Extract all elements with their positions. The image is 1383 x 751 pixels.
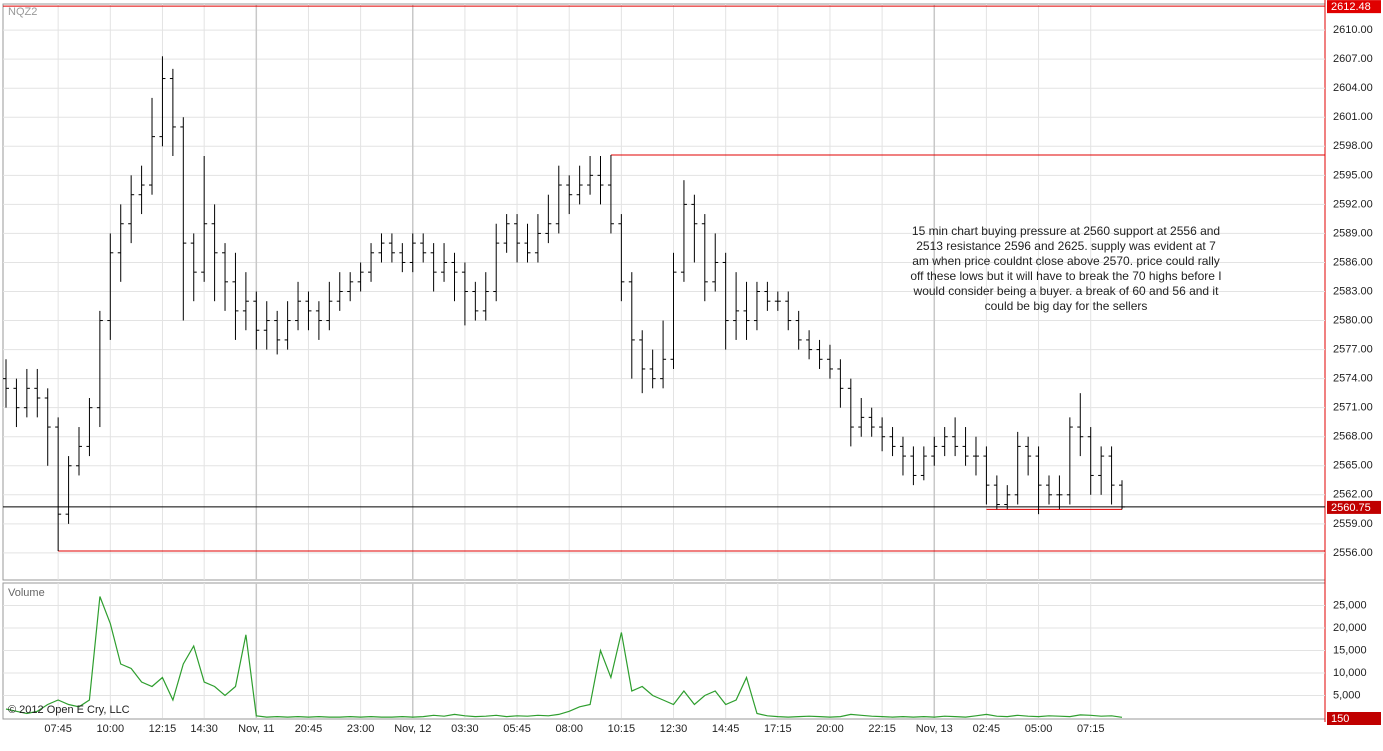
x-tick-label: 12:15: [149, 723, 177, 735]
y-tick-label: 2583.00: [1333, 285, 1373, 297]
x-tick-label: 14:30: [190, 723, 218, 735]
volume-tick-label: 20,000: [1333, 622, 1367, 634]
x-tick-label: 08:00: [555, 723, 583, 735]
volume-tick-label: 15,000: [1333, 644, 1367, 656]
x-tick-label: 17:15: [764, 723, 792, 735]
volume-label: Volume: [8, 587, 45, 599]
y-tick-label: 2592.00: [1333, 198, 1373, 210]
x-tick-label: 20:00: [816, 723, 844, 735]
x-tick-label: Nov, 11: [238, 723, 274, 735]
y-tick-label: 2610.00: [1333, 24, 1373, 36]
x-tick-label: 10:15: [608, 723, 636, 735]
y-tick-label: 2595.00: [1333, 169, 1373, 181]
x-tick-label: 05:45: [503, 723, 531, 735]
y-tick-label: 2580.00: [1333, 314, 1373, 326]
x-tick-label: 10:00: [97, 723, 125, 735]
x-tick-label: 14:45: [712, 723, 740, 735]
y-tick-label: 2598.00: [1333, 140, 1373, 152]
level-value: 2612.48: [1331, 1, 1371, 13]
symbol: NQZ2: [8, 6, 37, 18]
x-tick-label: Nov, 12: [394, 723, 431, 735]
x-tick-label: 05:00: [1025, 723, 1053, 735]
y-tick-label: 2565.00: [1333, 460, 1373, 472]
level-box: [1327, 0, 1381, 14]
y-tick-label: 2586.00: [1333, 256, 1373, 268]
x-tick-label: 03:30: [451, 723, 479, 735]
annotation-line: 15 min chart buying pressure at 2560 sup…: [912, 224, 1220, 238]
y-tick-label: 2604.00: [1333, 82, 1373, 94]
grid: [3, 4, 1325, 718]
x-tick-label: Nov, 13: [916, 723, 953, 735]
annotation-line: could be big day for the sellers: [985, 299, 1148, 313]
annotation-line: am when price couldnt close above 2570. …: [912, 254, 1220, 268]
y-tick-label: 2601.00: [1333, 111, 1373, 123]
x-tick-label: 23:00: [347, 723, 375, 735]
volume-tick-label: 10,000: [1333, 667, 1367, 679]
annotation-line: would consider being a buyer. a break of…: [913, 284, 1220, 298]
copyright: © 2012 Open E Cry, LLC: [8, 704, 130, 716]
x-tick-label: 07:45: [44, 723, 72, 735]
y-tick-label: 2559.00: [1333, 518, 1373, 530]
volume-line: [5, 596, 1123, 718]
marks: [3, 5, 1325, 718]
y-tick-label: 2607.00: [1333, 53, 1373, 65]
volume-tick-label: 5,000: [1333, 689, 1361, 701]
x-tick-label: 07:15: [1077, 723, 1105, 735]
x-tick-label: 20:45: [295, 723, 323, 735]
annotation-line: 2513 resistance 2596 and 2625. supply wa…: [916, 239, 1216, 253]
y-tick-label: 2574.00: [1333, 373, 1373, 385]
y-tick-label: 2562.00: [1333, 489, 1373, 501]
x-tick-label: 12:30: [660, 723, 688, 735]
last-price-box: [1327, 500, 1381, 514]
y-tick-label: 2556.00: [1333, 547, 1373, 559]
x-tick-label: 22:15: [868, 723, 896, 735]
annotation-line: off these lows but it will have to break…: [910, 269, 1221, 283]
last-volume: 150: [1331, 713, 1349, 725]
y-tick-label: 2589.00: [1333, 227, 1373, 239]
x-tick-label: 02:45: [973, 723, 1001, 735]
volume-tick-label: 25,000: [1333, 599, 1367, 611]
y-tick-label: 2568.00: [1333, 431, 1373, 443]
y-tick-label: 2577.00: [1333, 344, 1373, 356]
last-price: 2560.75: [1331, 502, 1371, 514]
volume-box: [1327, 712, 1381, 725]
y-tick-label: 2571.00: [1333, 402, 1373, 414]
